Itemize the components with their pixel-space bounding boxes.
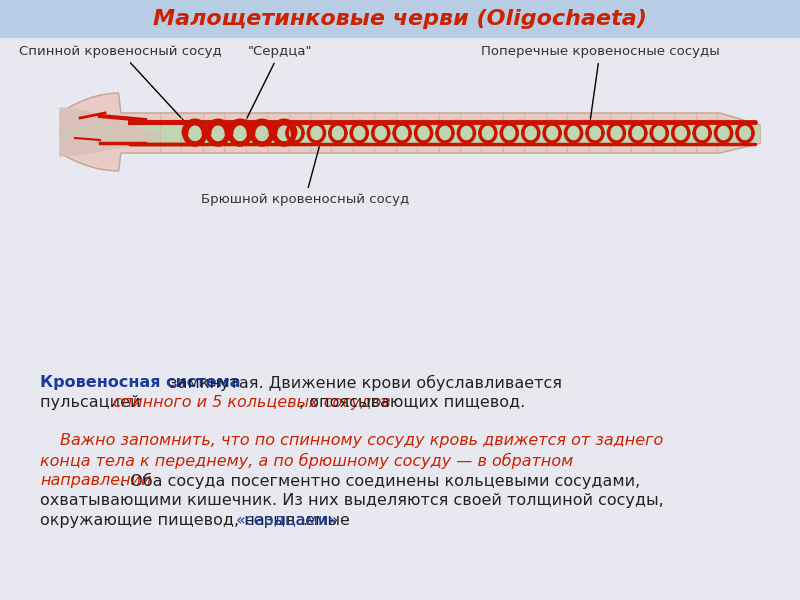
Text: охватывающими кишечник. Из них выделяются своей толщиной сосуды,: охватывающими кишечник. Из них выделяютс… xyxy=(40,493,664,508)
FancyBboxPatch shape xyxy=(0,0,800,38)
Text: "Сердца": "Сердца" xyxy=(246,45,312,119)
Text: направлении: направлении xyxy=(40,473,151,488)
Text: Брюшной кровеносный сосуд: Брюшной кровеносный сосуд xyxy=(201,146,409,206)
Text: конца тела к переднему, а по брюшному сосуду — в обратном: конца тела к переднему, а по брюшному со… xyxy=(40,453,574,469)
Text: . Оба сосуда посегментно соединены кольцевыми сосудами,: . Оба сосуда посегментно соединены кольц… xyxy=(120,473,640,489)
Polygon shape xyxy=(60,108,165,156)
Polygon shape xyxy=(60,93,760,171)
Text: Спинной кровеносный сосуд: Спинной кровеносный сосуд xyxy=(18,45,222,120)
Text: Малощетинковые черви (Oligochaeta): Малощетинковые черви (Oligochaeta) xyxy=(153,9,647,29)
Polygon shape xyxy=(60,120,760,146)
Text: спинного и 5 кольцевых сосудов: спинного и 5 кольцевых сосудов xyxy=(113,395,390,410)
Text: Важно запомнить, что по спинному сосуду кровь движется от заднего: Важно запомнить, что по спинному сосуду … xyxy=(60,433,663,448)
Text: Поперечные кровеносные сосуды: Поперечные кровеносные сосуды xyxy=(481,45,719,119)
Text: пульсацией: пульсацией xyxy=(40,395,146,410)
Text: окружающие пищевод, называемые: окружающие пищевод, называемые xyxy=(40,513,355,528)
Text: «сердцами»: «сердцами» xyxy=(236,513,339,528)
Text: замкнутая. Движение крови обуславливается: замкнутая. Движение крови обуславливаетс… xyxy=(163,375,562,391)
Text: Кровеносная система: Кровеносная система xyxy=(40,375,241,390)
Text: .: . xyxy=(302,513,307,528)
Text: , опоясывающих пищевод.: , опоясывающих пищевод. xyxy=(299,395,526,410)
